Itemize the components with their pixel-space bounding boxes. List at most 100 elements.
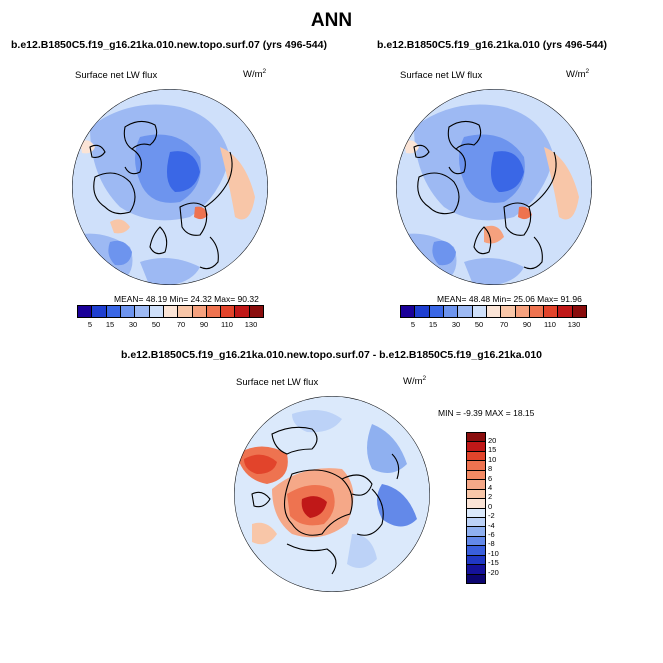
figure-title: ANN xyxy=(310,10,353,31)
panel2-colorbar-tick: 90 xyxy=(522,320,532,329)
panel3-colorbar-tick: -10 xyxy=(488,549,499,558)
panel2-colorbar-swatch xyxy=(401,306,416,317)
panel2-field-region xyxy=(544,147,579,220)
panel2-units-label: W/m2 xyxy=(566,68,590,81)
panel3-colorbar-tick: 15 xyxy=(488,445,497,454)
panel3-colorbar-tick: 6 xyxy=(488,474,493,483)
panel1-colorbar-swatch xyxy=(120,306,136,317)
panel3-colorbar-tick: -6 xyxy=(488,530,495,539)
panel2-field-region xyxy=(490,151,524,192)
panel1-map xyxy=(72,89,268,285)
panel3-colorbar-tick: -8 xyxy=(488,539,495,548)
panel3-colorbar-swatch xyxy=(467,461,485,471)
panel3-colorbar-tick: -15 xyxy=(488,558,499,567)
panel1-colorbar-swatch xyxy=(235,306,250,317)
panel1-field-region xyxy=(220,147,255,220)
panel1-colorbar-tick: 15 xyxy=(105,320,115,329)
panel1-colorbar-swatch xyxy=(192,306,207,317)
panel3-colorbar-swatch xyxy=(467,517,485,528)
panel2-field-region xyxy=(432,240,456,266)
panel3-colorbar-swatch xyxy=(467,555,485,566)
panel1-colorbar-tick: 90 xyxy=(199,320,209,329)
panel1-colorbar-swatch xyxy=(106,306,121,317)
panel1-colorbar-swatch xyxy=(149,306,164,317)
panel1-stats: MEAN= 48.19 Min= 24.32 Max= 90.32 xyxy=(114,294,259,304)
panel3-colorbar-tick: 4 xyxy=(488,483,493,492)
panel2-coastlines xyxy=(413,120,557,270)
panel3-coastlines xyxy=(251,426,400,575)
panel1-field-region xyxy=(166,151,200,192)
panel3-colorbar-swatch xyxy=(467,508,485,518)
panel3-colorbar-swatch xyxy=(467,470,485,481)
panel2-map xyxy=(396,89,592,285)
panel2-colorbar xyxy=(400,305,587,318)
panel3-colorbar-swatch xyxy=(467,574,485,583)
panel3-colorbar-swatch xyxy=(467,489,485,500)
panel1-variable-label: Surface net LW flux xyxy=(75,70,158,81)
panel3-field-region xyxy=(292,410,342,433)
panel1-colorbar xyxy=(77,305,264,318)
panel3-colorbar-tick: 2 xyxy=(488,492,493,501)
panel3-colorbar xyxy=(466,432,486,584)
panel1-field-region xyxy=(80,140,95,154)
panel1-colorbar-tick: 130 xyxy=(244,320,258,329)
panel3-field-region xyxy=(347,534,377,568)
panel1-field-region xyxy=(194,206,208,220)
panel2-case-title: b.e12.B1850C5.f19_g16.21ka.010 (yrs 496-… xyxy=(377,39,607,51)
panel2-colorbar-swatch xyxy=(572,306,587,317)
panel3-field-region xyxy=(301,496,327,518)
panel3-colorbar-swatch xyxy=(467,565,485,575)
panel3-colorbar-swatch xyxy=(467,480,485,490)
panel2-colorbar-swatch xyxy=(443,306,459,317)
panel2-colorbar-swatch xyxy=(472,306,487,317)
panel1-colorbar-tick: 5 xyxy=(87,320,93,329)
panel3-colorbar-tick: 0 xyxy=(488,502,493,511)
panel1-field-region xyxy=(108,240,132,266)
panel2-colorbar-swatch xyxy=(415,306,430,317)
panel3-colorbar-swatch xyxy=(467,536,485,547)
panel1-colorbar-swatch xyxy=(78,306,93,317)
panel1-colorbar-swatch xyxy=(135,306,150,317)
panel2-field-region xyxy=(404,140,419,154)
panel2-field-region xyxy=(464,258,524,285)
panel1-coastlines xyxy=(89,120,233,270)
panel2-colorbar-swatch xyxy=(544,306,559,317)
panel3-colorbar-tick: -2 xyxy=(488,511,495,520)
panel1-units-label: W/m2 xyxy=(243,68,267,81)
panel2-colorbar-tick: 5 xyxy=(410,320,416,329)
panel3-field-region xyxy=(377,484,417,527)
panel1-case-title: b.e12.B1850C5.f19_g16.21ka.010.new.topo.… xyxy=(11,39,327,51)
panel3-field-region xyxy=(244,454,277,474)
panel2-colorbar-swatch xyxy=(515,306,530,317)
panel2-colorbar-swatch xyxy=(429,306,444,317)
panel3-colorbar-tick: 10 xyxy=(488,455,497,464)
panel2-colorbar-tick: 130 xyxy=(567,320,581,329)
panel3-stats: MIN = -9.39 MAX = 18.15 xyxy=(438,408,535,418)
panel2-variable-label: Surface net LW flux xyxy=(400,70,483,81)
panel1-colorbar-swatch xyxy=(178,306,193,317)
panel3-colorbar-tick: 20 xyxy=(488,436,497,445)
panel3-case-title: b.e12.B1850C5.f19_g16.21ka.010.new.topo.… xyxy=(120,349,543,361)
panel2-field-region xyxy=(518,206,532,220)
panel3-map xyxy=(234,396,430,592)
panel1-colorbar-swatch xyxy=(163,306,179,317)
panel2-colorbar-swatch xyxy=(558,306,573,317)
panel1-colorbar-tick: 30 xyxy=(128,320,138,329)
panel1-colorbar-swatch xyxy=(249,306,264,317)
panel2-field-region xyxy=(484,225,504,244)
panel3-colorbar-swatch xyxy=(467,433,485,443)
panel2-colorbar-swatch xyxy=(529,306,545,317)
panel1-colorbar-swatch xyxy=(92,306,107,317)
panel1-field-region xyxy=(140,258,200,285)
panel2-colorbar-tick: 30 xyxy=(451,320,461,329)
panel1-colorbar-swatch xyxy=(221,306,236,317)
panel2-colorbar-swatch xyxy=(501,306,516,317)
panel3-colorbar-swatch xyxy=(467,499,485,509)
panel3-colorbar-tick: -20 xyxy=(488,568,499,577)
panel1-colorbar-tick: 110 xyxy=(221,320,233,329)
panel3-colorbar-swatch xyxy=(467,451,485,462)
panel2-colorbar-tick: 50 xyxy=(474,320,484,329)
panel2-stats: MEAN= 48.48 Min= 25.06 Max= 91.96 xyxy=(437,294,582,304)
panel3-field-region xyxy=(252,522,277,545)
panel3-colorbar-swatch xyxy=(467,442,485,452)
